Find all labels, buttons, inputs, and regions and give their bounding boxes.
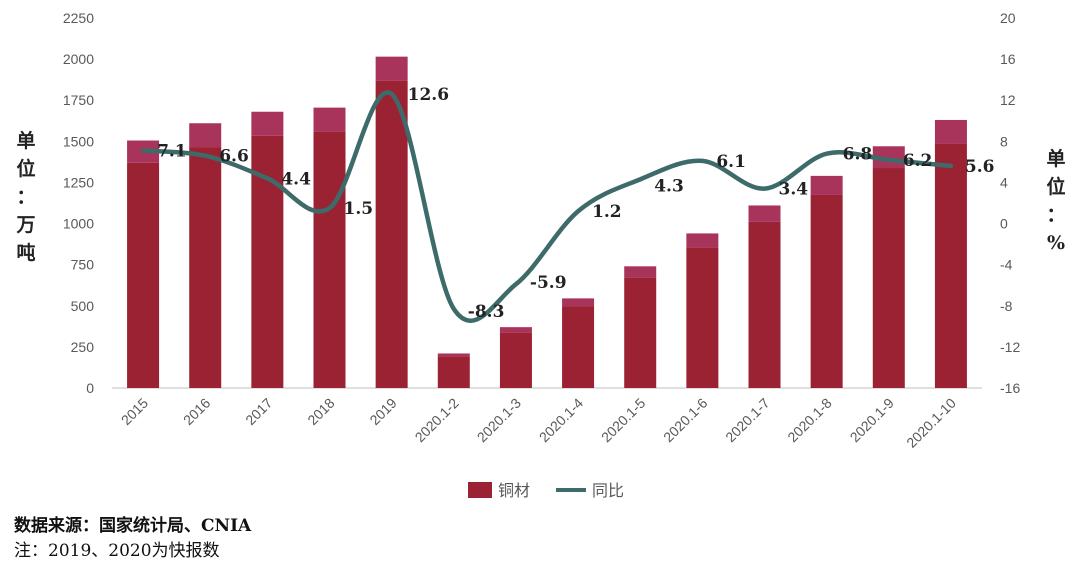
yoy-line: [140, 90, 954, 323]
line-data-label: 7.1: [157, 142, 187, 162]
bar: [127, 162, 160, 388]
left-tick-label: 1750: [63, 92, 94, 108]
left-tick-label: 500: [71, 298, 95, 314]
bar-top-segment: [189, 123, 222, 148]
right-tick-label: 4: [1000, 174, 1008, 190]
bar-top-segment: [375, 56, 408, 81]
x-tick-label: 2020.1-4: [536, 395, 587, 446]
left-tick-label: 0: [86, 380, 94, 396]
left-tick-label: 250: [71, 339, 95, 355]
line-data-label: -8.3: [468, 302, 505, 322]
bar-top-segment: [499, 327, 532, 333]
line-data-label: 12.6: [408, 85, 449, 105]
x-tick-label: 2020.1-5: [598, 395, 649, 446]
left-unit-char: 万: [16, 214, 36, 236]
line-data-label: 4.4: [281, 169, 311, 189]
bar: [437, 356, 470, 388]
x-tick-label: 2020.1-3: [474, 395, 525, 446]
line-data-label: 6.1: [716, 152, 746, 172]
x-tick-label: 2017: [242, 395, 275, 428]
right-tick-label: 20: [1000, 10, 1016, 26]
x-tick-label: 2020.1-7: [722, 395, 773, 446]
bar-top-segment: [810, 175, 843, 195]
right-unit-char: 位: [1046, 176, 1066, 198]
x-tick-label: 2020.1-9: [847, 395, 898, 446]
bar: [499, 332, 532, 388]
x-tick-label: 2020.1-2: [412, 395, 463, 446]
right-tick-label: 16: [1000, 51, 1016, 67]
line-data-label: 6.2: [903, 151, 933, 171]
left-tick-label: 1000: [63, 216, 94, 232]
left-unit-char: 吨: [16, 242, 36, 264]
bar-top-segment: [624, 266, 657, 278]
right-axis-unit: 单位 ：%: [1044, 145, 1068, 257]
legend-line-label: 同比: [592, 481, 624, 500]
right-tick-label: 12: [1000, 92, 1016, 108]
left-unit-char: 单: [16, 130, 36, 152]
line-data-label: 6.6: [219, 147, 249, 167]
line-data-label: 1.5: [344, 199, 374, 219]
bar-top-segment: [748, 205, 781, 222]
line-data-label: 4.3: [654, 176, 684, 196]
right-tick-label: -16: [1000, 380, 1020, 396]
bar: [313, 131, 346, 388]
line-data-label: -5.9: [530, 273, 567, 293]
bar: [810, 194, 843, 388]
x-tick-label: 2020.1-6: [660, 395, 711, 446]
bar: [934, 143, 967, 388]
right-tick-label: -12: [1000, 339, 1020, 355]
right-tick-label: 0: [1000, 216, 1008, 232]
line-data-label: 3.4: [779, 180, 809, 200]
x-tick-label: 2020.1-8: [784, 395, 835, 446]
bar: [562, 306, 595, 388]
chart: 0 250 500 750 1000 1250 1500 1750 2000 2250 -16 -12…: [63, 10, 1021, 500]
left-unit-char: ：: [16, 186, 36, 208]
bar-top-segment: [313, 107, 346, 132]
bar: [686, 247, 719, 388]
legend-bar-swatch: [468, 482, 492, 498]
left-tick-label: 750: [71, 257, 95, 273]
remark-note: 注：2019、2020为快报数: [14, 541, 220, 561]
line-data-label: 1.2: [592, 202, 622, 222]
right-unit-char: 单: [1046, 148, 1066, 170]
data-source-note: 数据来源：国家统计局、CNIA: [14, 516, 252, 536]
bar-top-segment: [686, 233, 719, 248]
left-tick-label: 1500: [63, 133, 94, 149]
left-tick-label: 2250: [63, 10, 94, 26]
right-unit-char: ：: [1046, 204, 1066, 226]
bar: [375, 80, 408, 389]
bar: [748, 221, 781, 388]
bar: [189, 147, 222, 388]
right-tick-label: -8: [1000, 298, 1013, 314]
left-unit-char: 位: [16, 158, 36, 180]
bar-top-segment: [437, 353, 470, 357]
left-tick-label: 1250: [63, 174, 94, 190]
bar-top-segment: [251, 111, 284, 136]
line-data-label: 5.6: [965, 157, 995, 177]
bar-top-segment: [562, 298, 595, 307]
x-tick-label: 2019: [366, 395, 399, 428]
left-tick-label: 2000: [63, 51, 94, 67]
x-tick-label: 2020.1-10: [903, 395, 959, 451]
x-tick-label: 2015: [118, 395, 151, 428]
right-tick-label: 8: [1000, 133, 1008, 149]
line-data-label: 6.8: [843, 145, 873, 165]
left-axis-unit: 单位 ： 万吨: [14, 127, 38, 267]
x-tick-label: 2016: [180, 395, 213, 428]
legend-bar-label: 铜材: [498, 481, 530, 500]
bar: [624, 277, 657, 388]
x-tick-label: 2018: [304, 395, 337, 428]
bar: [872, 168, 905, 388]
right-unit-char: %: [1046, 232, 1066, 254]
bar-top-segment: [934, 119, 967, 144]
right-tick-label: -4: [1000, 257, 1013, 273]
